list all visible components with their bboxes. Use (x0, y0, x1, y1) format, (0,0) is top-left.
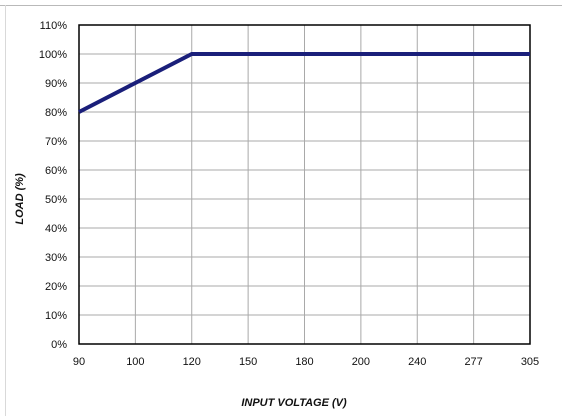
y-tick-label: 30% (45, 252, 67, 264)
x-tick-label: 200 (352, 356, 370, 368)
x-axis-title: INPUT VOLTAGE (V) (241, 397, 347, 409)
y-tick-label: 100% (39, 49, 67, 61)
y-tick-label: 0% (51, 339, 67, 351)
y-tick-label: 110% (40, 20, 68, 32)
series-layer (78, 52, 530, 114)
x-axis-tick-labels: 90 100 120 150 180 200 240 277 305 (73, 356, 539, 368)
y-tick-label: 50% (45, 194, 67, 206)
y-tick-label: 40% (45, 223, 67, 235)
derating-line (78, 52, 530, 114)
x-tick-label: 90 (73, 356, 85, 368)
y-tick-label: 80% (45, 107, 67, 119)
y-tick-label: 70% (45, 136, 67, 148)
grid-lines (78, 24, 531, 345)
y-tick-label: 20% (45, 281, 67, 293)
y-axis-title: LOAD (%) (14, 173, 26, 225)
left-divider (5, 5, 6, 416)
x-tick-label: 120 (183, 356, 201, 368)
y-tick-label: 60% (45, 165, 67, 177)
top-divider (0, 5, 562, 6)
y-tick-label: 10% (45, 310, 67, 322)
x-tick-label: 305 (521, 356, 539, 368)
x-tick-label: 240 (408, 356, 426, 368)
x-tick-label: 100 (126, 356, 144, 368)
y-tick-label: 90% (45, 78, 67, 90)
y-axis-tick-labels: 0% 10% 20% 30% 40% 50% 60% 70% 80% 90% 100% 110% (39, 20, 67, 351)
x-tick-label: 277 (464, 356, 482, 368)
x-tick-label: 180 (295, 356, 313, 368)
x-tick-label: 150 (239, 356, 257, 368)
plot-area-frame (78, 24, 531, 345)
